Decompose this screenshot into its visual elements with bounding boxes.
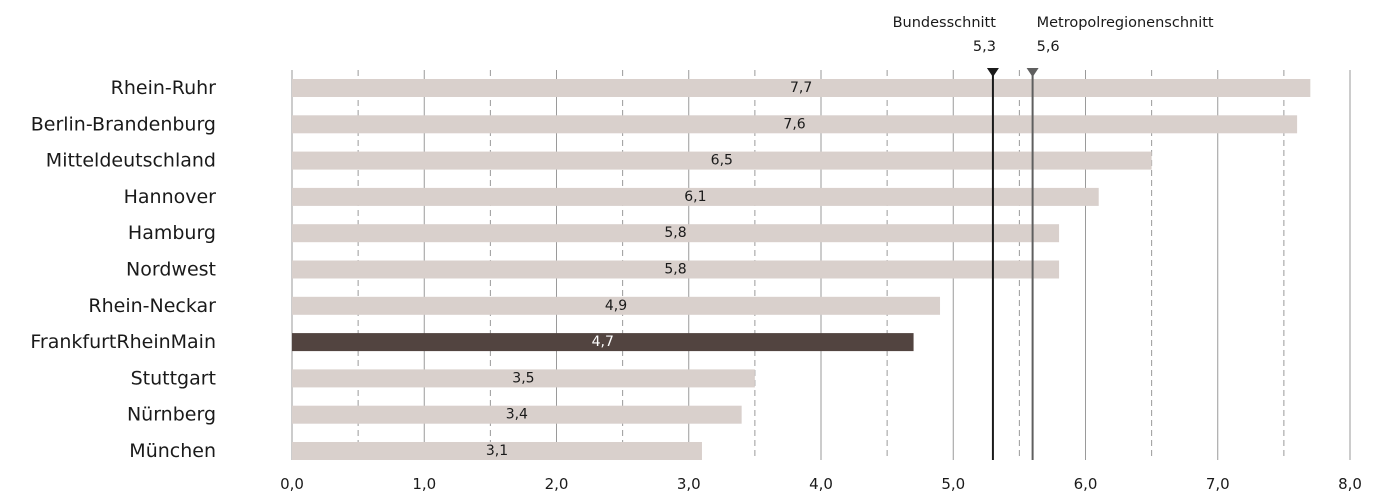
- category-label: München: [129, 440, 216, 462]
- bar: [292, 369, 755, 388]
- bar: [292, 296, 941, 315]
- bar: [292, 79, 1311, 97]
- data-label: 4,9: [605, 298, 627, 314]
- category-label: Hannover: [124, 186, 217, 208]
- x-tick-label: 8,0: [1338, 475, 1362, 493]
- reference-name: Metropolregionenschnitt: [1037, 15, 1214, 31]
- data-label: 5,8: [664, 262, 686, 278]
- bar: [292, 224, 1060, 243]
- x-tick-label: 1,0: [412, 475, 436, 493]
- category-label: Rhein-Ruhr: [111, 77, 217, 99]
- category-label: Berlin-Brandenburg: [31, 113, 216, 135]
- x-tick-label: 0,0: [280, 475, 304, 493]
- data-label: 7,6: [783, 116, 805, 132]
- x-tick-label: 2,0: [545, 475, 569, 493]
- data-label: 6,1: [684, 189, 706, 205]
- reference-lines: Bundesschnitt 5,3 Metropolregionenschnitt 5…: [893, 15, 1214, 460]
- reference-marker: [986, 68, 999, 77]
- bar: [292, 151, 1152, 170]
- reference-value: 5,6: [1037, 39, 1060, 55]
- data-label: 3,5: [512, 370, 534, 386]
- bar: [292, 260, 1060, 279]
- category-label: Rhein-Neckar: [88, 295, 216, 317]
- x-tick-label: 3,0: [677, 475, 701, 493]
- bar: [292, 405, 742, 424]
- bar: [292, 115, 1298, 134]
- data-label: 3,4: [506, 407, 528, 423]
- data-label: 4,7: [592, 334, 614, 350]
- x-tick-label: 7,0: [1206, 475, 1230, 493]
- x-tick-label: 5,0: [941, 475, 965, 493]
- data-label: 5,8: [664, 225, 686, 241]
- bars: 7,7 7,6 6,5 6,1 5,8 5,8 4,9 4,7 3,5 3,4 3,1: [292, 79, 1311, 460]
- category-label: Mitteldeutschland: [46, 150, 216, 172]
- category-labels: Rhein-Ruhr Berlin-Brandenburg Mitteldeutsc…: [30, 77, 216, 462]
- category-label: Hamburg: [128, 222, 216, 244]
- category-label: Nürnberg: [127, 404, 216, 426]
- reference-value: 5,3: [973, 39, 996, 55]
- category-label: Stuttgart: [131, 367, 216, 389]
- category-label: Nordwest: [126, 259, 216, 281]
- x-axis-tick-labels: 0,0 1,0 2,0 3,0 4,0 5,0 6,0 7,0 8,0: [280, 475, 1362, 493]
- reference-name: Bundesschnitt: [893, 15, 997, 31]
- reference-marker: [1026, 68, 1039, 77]
- x-tick-label: 4,0: [809, 475, 833, 493]
- bar: [292, 187, 1099, 206]
- data-label: 6,5: [711, 153, 733, 169]
- bar: [292, 442, 702, 460]
- bar: [292, 333, 914, 352]
- x-tick-label: 6,0: [1074, 475, 1098, 493]
- category-label: FrankfurtRheinMain: [30, 331, 216, 353]
- data-label: 7,7: [790, 80, 812, 96]
- data-label: 3,1: [486, 443, 508, 459]
